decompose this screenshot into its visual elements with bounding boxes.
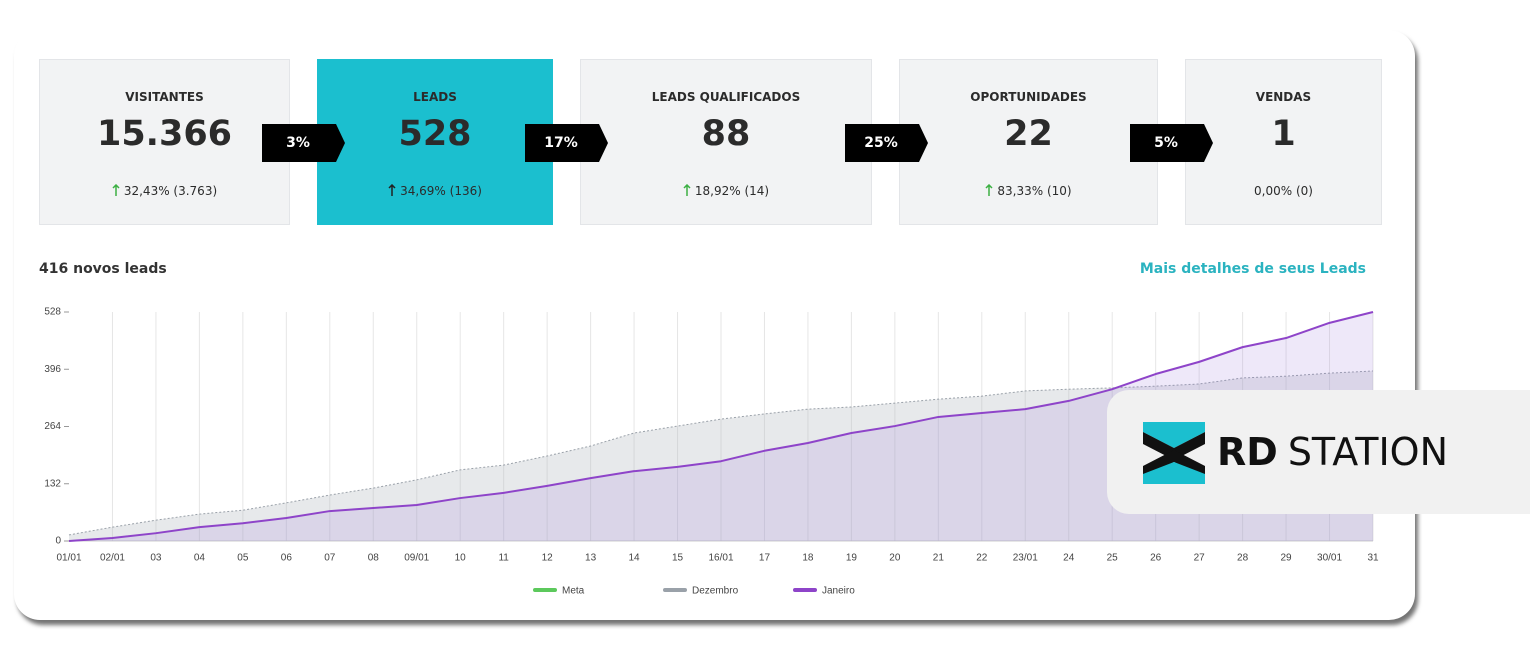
- x-tick-label: 08: [368, 553, 380, 564]
- x-tick-label: 13: [585, 553, 597, 564]
- logo-icon: [1143, 422, 1205, 484]
- card-change: 0,00% (0): [1186, 184, 1381, 198]
- logo-brand: RD: [1217, 430, 1278, 474]
- legend-label: Janeiro: [822, 586, 855, 597]
- card-value: 1: [1271, 114, 1296, 154]
- card-change: 18,92% (14): [581, 183, 871, 198]
- x-tick-label: 28: [1237, 553, 1249, 564]
- series-area: [69, 312, 1373, 541]
- x-tick-label: 27: [1194, 553, 1206, 564]
- x-tick-label: 11: [498, 553, 509, 564]
- card-label: VISITANTES: [125, 90, 204, 104]
- card-change: 34,69% (136): [318, 183, 552, 198]
- funnel-card: VISITANTES 15.366 32,43% (3.763): [39, 59, 290, 225]
- x-tick-label: 31: [1367, 553, 1379, 564]
- change-text: 18,92% (14): [694, 184, 770, 198]
- x-tick-label: 20: [889, 553, 901, 564]
- conversion-rate: 3%: [286, 135, 310, 151]
- details-link[interactable]: Mais detalhes de seus Leads: [1139, 261, 1366, 277]
- x-tick-label: 25: [1107, 553, 1119, 564]
- badge-arrow: [1130, 124, 1213, 162]
- x-tick-label: 19: [846, 553, 858, 564]
- conversion-rate: 17%: [544, 135, 578, 151]
- series-line: [68, 311, 1374, 542]
- conversion-badge: 17%: [525, 124, 609, 162]
- card-change: 83,33% (10): [900, 183, 1157, 198]
- change-text: 0,00% (0): [1254, 184, 1313, 198]
- x-tick-label: 09/01: [404, 553, 429, 564]
- x-tick-label: 24: [1063, 553, 1075, 564]
- x-tick-label: 17: [759, 553, 771, 564]
- card-change: 32,43% (3.763): [40, 183, 289, 198]
- legend-label: Dezembro: [692, 586, 739, 597]
- y-tick-label: 0: [55, 536, 61, 547]
- funnel-card: VENDAS 1 0,00% (0): [1185, 59, 1382, 225]
- up-arrow: [388, 183, 396, 196]
- x-tick-label: 03: [150, 553, 162, 564]
- badge-arrow: [525, 124, 608, 162]
- x-tick-label: 15: [672, 553, 684, 564]
- x-tick-label: 29: [1281, 553, 1293, 564]
- conversion-badge: 3%: [262, 124, 346, 162]
- y-tick-label: 264: [44, 421, 61, 432]
- x-tick-label: 30/01: [1317, 553, 1342, 564]
- funnel-card: LEADS 528 34,69% (136): [317, 59, 553, 225]
- x-tick-label: 05: [237, 553, 249, 564]
- y-tick-label: 132: [44, 478, 61, 489]
- summary: 416 novos leads: [39, 261, 167, 277]
- legend-label: Meta: [562, 586, 585, 597]
- funnel-card: OPORTUNIDADES 22 83,33% (10): [899, 59, 1158, 225]
- up-arrow: [112, 183, 120, 196]
- x-tick-label: 07: [324, 553, 336, 564]
- conversion-rate: 25%: [864, 135, 898, 151]
- change-text: 32,43% (3.763): [123, 184, 218, 198]
- change-text: 83,33% (10): [997, 184, 1072, 198]
- change-text: 34,69% (136): [400, 184, 482, 198]
- y-tick-label: 528: [44, 307, 61, 318]
- x-tick-label: 18: [802, 553, 814, 564]
- badge-arrow: [845, 124, 928, 162]
- x-tick-label: 12: [542, 553, 554, 564]
- card-label: LEADS: [413, 90, 457, 104]
- x-tick-label: 21: [933, 553, 945, 564]
- logo-badge: RD STATION: [1107, 390, 1530, 514]
- x-tick-label: 10: [455, 553, 467, 564]
- x-tick-label: 04: [194, 553, 206, 564]
- conversion-badge: 25%: [845, 124, 929, 162]
- card-value: 15.366: [96, 114, 233, 154]
- logo-text: RD STATION: [1217, 430, 1448, 474]
- x-tick-label: 02/01: [100, 553, 125, 564]
- card-value: 528: [398, 114, 472, 154]
- card-label: VENDAS: [1255, 90, 1312, 104]
- up-arrow: [683, 183, 691, 196]
- x-tick-label: 01/01: [56, 553, 81, 564]
- x-tick-label: 06: [281, 553, 293, 564]
- x-tick-label: 16/01: [708, 553, 733, 564]
- x-tick-label: 22: [976, 553, 988, 564]
- logo-product: STATION: [1287, 430, 1448, 474]
- x-tick-label: 23/01: [1013, 553, 1038, 564]
- y-tick-label: 396: [44, 364, 61, 375]
- badge-arrow: [262, 124, 345, 162]
- card-value: 88: [701, 114, 751, 154]
- card-value: 22: [1004, 114, 1053, 154]
- card-label: LEADS QUALIFICADOS: [651, 90, 801, 104]
- series-area: [69, 370, 1373, 541]
- x-tick-label: 26: [1150, 553, 1162, 564]
- conversion-rate: 5%: [1154, 135, 1178, 151]
- x-tick-label: 14: [629, 553, 641, 564]
- funnel-card: LEADS QUALIFICADOS 88 18,92% (14): [580, 59, 872, 225]
- up-arrow: [985, 183, 993, 196]
- conversion-badge: 5%: [1130, 124, 1214, 162]
- card-label: OPORTUNIDADES: [970, 90, 1087, 104]
